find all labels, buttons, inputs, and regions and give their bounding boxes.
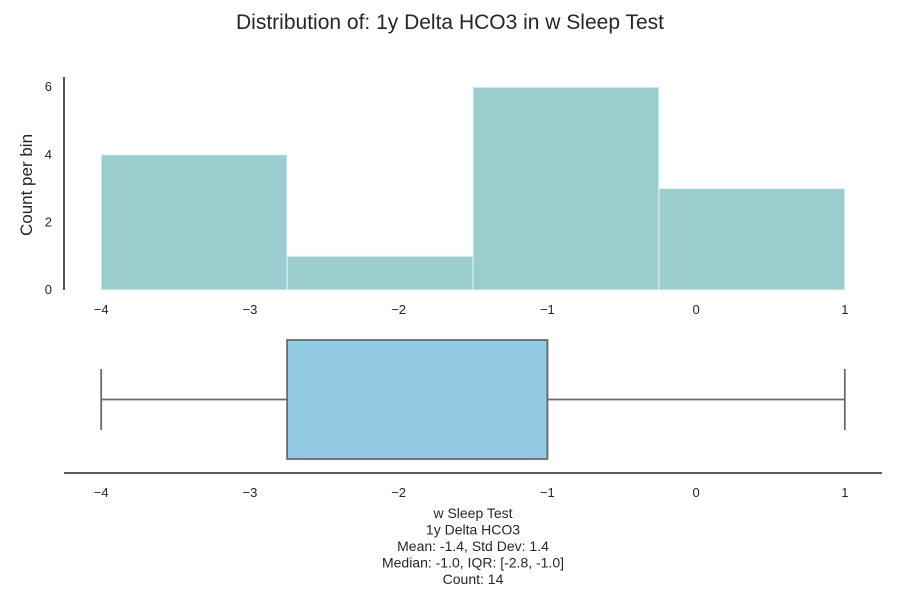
boxplot-x-tick-label: −2 [391, 485, 406, 500]
stats-line-4: Count: 14 [443, 571, 504, 587]
boxplot-x-tick-label: −1 [540, 485, 555, 500]
histogram-bar-3 [658, 188, 846, 291]
boxplot-x-tick-label: −3 [242, 485, 257, 500]
histogram-y-ticks: 0 2 4 6 [45, 79, 52, 297]
histogram-y-tick-label: 6 [45, 79, 52, 94]
histogram-x-tick-label: −4 [94, 302, 109, 317]
stats-line-2: Mean: -1.4, Std Dev: 1.4 [397, 538, 549, 554]
histogram-bar-1 [286, 255, 474, 291]
boxplot-box [286, 339, 549, 460]
chart-title: Distribution of: 1y Delta HCO3 in w Slee… [236, 11, 664, 34]
stats-line-1: 1y Delta HCO3 [426, 522, 520, 538]
boxplot-x-tick-label: −4 [94, 485, 109, 500]
histogram-panel: 0 2 4 6 −4 −3 −2 −1 0 1 Count per bin [17, 77, 848, 317]
histogram-bar-2 [472, 86, 660, 291]
boxplot-x-ticks: −4 −3 −2 −1 0 1 [94, 485, 849, 500]
histogram-y-tick-label: 2 [45, 214, 52, 229]
stats-line-3: Median: -1.0, IQR: [-2.8, -1.0] [382, 555, 564, 571]
histogram-bars [100, 86, 846, 291]
boxplot-x-tick-label: 0 [692, 485, 699, 500]
stats-line-0: w Sleep Test [432, 505, 512, 521]
boxplot-x-tick-label: 1 [841, 485, 848, 500]
histogram-x-tick-label: −3 [242, 302, 257, 317]
histogram-y-axis-label: Count per bin [17, 134, 36, 236]
boxplot-shapes [100, 339, 846, 460]
histogram-x-ticks: −4 −3 −2 −1 0 1 [94, 302, 849, 317]
histogram-y-tick-label: 4 [45, 147, 52, 162]
histogram-y-tick-label: 0 [45, 282, 52, 297]
histogram-bar-0 [100, 154, 288, 291]
histogram-x-tick-label: −2 [391, 302, 406, 317]
histogram-x-tick-label: 0 [692, 302, 699, 317]
histogram-x-tick-label: 1 [841, 302, 848, 317]
histogram-x-tick-label: −1 [540, 302, 555, 317]
